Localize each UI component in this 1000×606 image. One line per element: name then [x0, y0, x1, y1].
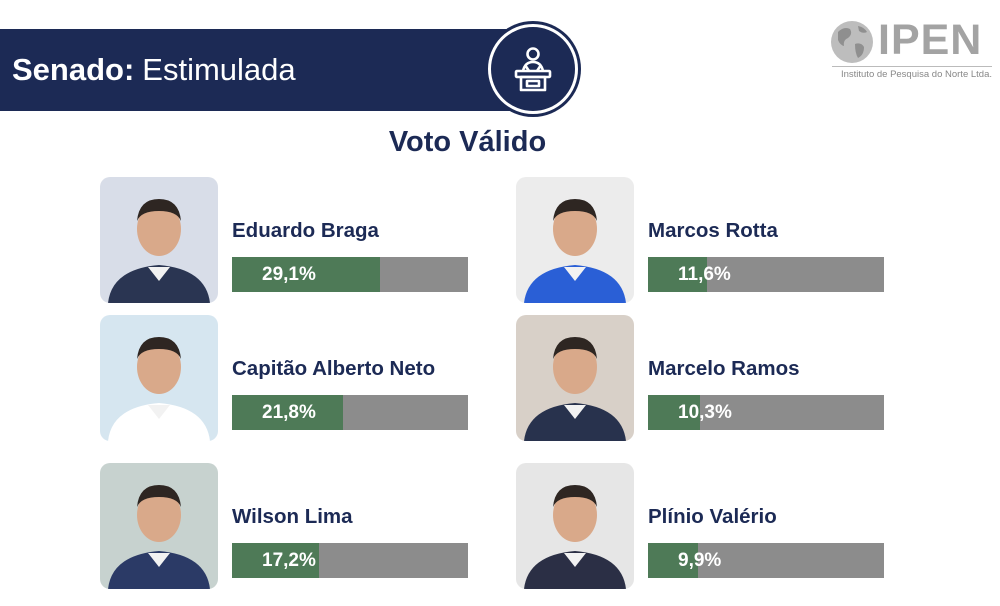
- candidate-photo: [516, 315, 634, 441]
- bar-track: 11,6%: [648, 257, 884, 292]
- candidate-card-eduardo-braga: Eduardo Braga 29,1%: [100, 177, 490, 307]
- ipen-logo: [828, 18, 993, 83]
- candidate-photo: [100, 315, 218, 441]
- bar-value-label: 17,2%: [262, 550, 316, 571]
- bar-fill: [232, 257, 380, 292]
- candidate-photo: [516, 177, 634, 303]
- bar-value-label: 21,8%: [262, 402, 316, 423]
- bar-fill: [648, 395, 701, 430]
- logo-tagline: Instituto de Pesquisa do Norte Ltda.: [832, 66, 992, 80]
- bar-track: 10,3%: [648, 395, 884, 430]
- header-band: [0, 29, 530, 111]
- candidate-name: Marcos Rotta: [648, 219, 778, 242]
- bar-value-label: 11,6%: [678, 264, 731, 285]
- page-title-rest: Estimulada: [142, 52, 296, 87]
- candidate-card-capitao-alberto-neto: Capitão Alberto Neto 21,8%: [100, 315, 490, 445]
- bar-value-label: 10,3%: [678, 402, 732, 423]
- candidate-name: Wilson Lima: [232, 505, 353, 528]
- bar-value-label: 9,9%: [678, 550, 722, 571]
- candidate-name: Plínio Valério: [648, 505, 777, 528]
- candidate-photo: [516, 463, 634, 589]
- candidate-photo: [100, 463, 218, 589]
- candidate-card-wilson-lima: Wilson Lima 17,2%: [100, 463, 490, 593]
- candidate-name: Eduardo Braga: [232, 219, 379, 242]
- candidate-card-marcelo-ramos: Marcelo Ramos 10,3%: [516, 315, 906, 445]
- bar-fill: [232, 395, 343, 430]
- bar-track: 21,8%: [232, 395, 468, 430]
- candidate-card-plinio-valerio: Plínio Valério 9,9%: [516, 463, 906, 593]
- bar-fill: [232, 543, 320, 578]
- page-title: Senado: Estimulada: [12, 29, 296, 111]
- globe-icon: [831, 21, 873, 63]
- bar-track: 29,1%: [232, 257, 468, 292]
- bar-fill: [648, 543, 699, 578]
- bar-fill: [648, 257, 707, 292]
- bar-value-label: 29,1%: [262, 264, 316, 285]
- candidate-photo: [100, 177, 218, 303]
- logo-name: IPEN: [878, 16, 983, 64]
- bar-track: 17,2%: [232, 543, 468, 578]
- bar-track: 9,9%: [648, 543, 884, 578]
- podium-speaker-icon: [488, 24, 578, 114]
- candidate-name: Marcelo Ramos: [648, 357, 800, 380]
- candidate-card-marcos-rotta: Marcos Rotta 11,6%: [516, 177, 906, 307]
- page-title-bold: Senado:: [12, 52, 135, 87]
- chart-title: Voto Válido: [388, 126, 547, 158]
- candidate-name: Capitão Alberto Neto: [232, 357, 436, 380]
